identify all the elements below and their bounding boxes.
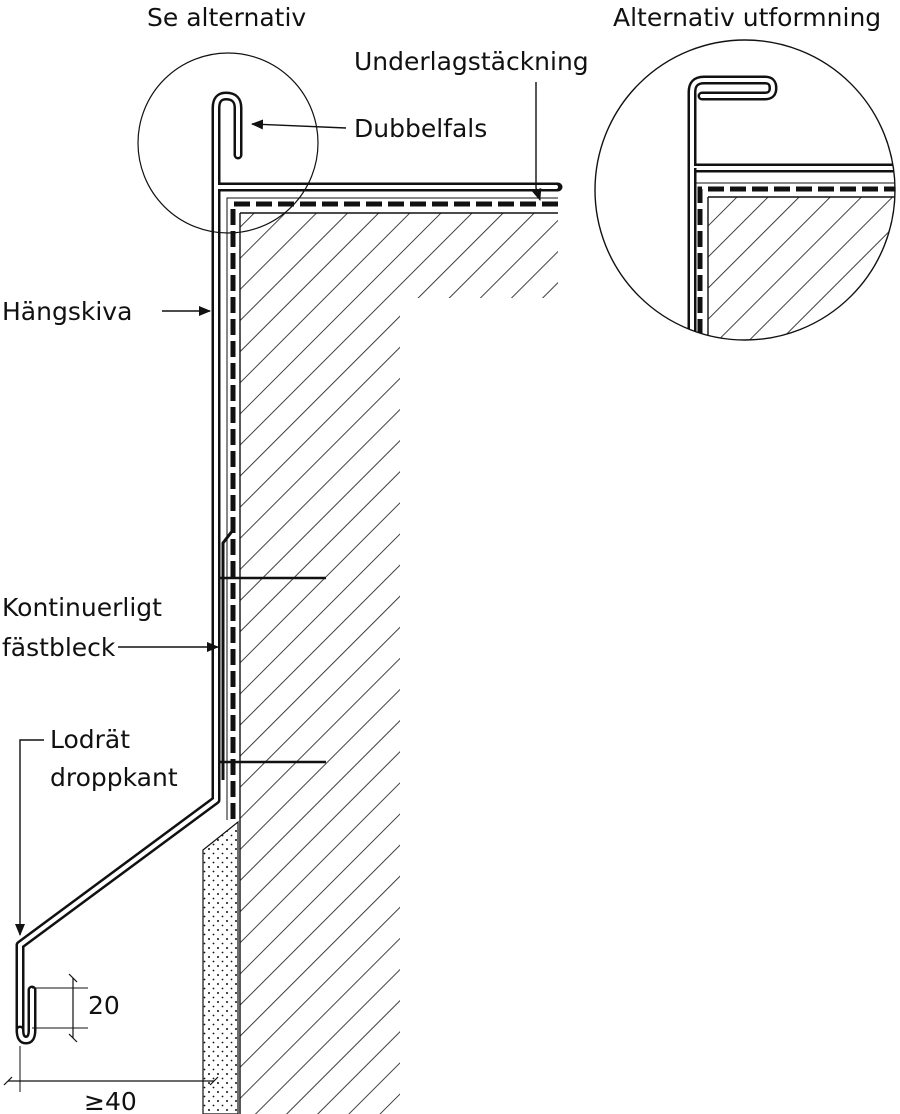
dimension-20 [32,973,88,1043]
wall-hatch [240,213,558,1114]
label-double-seam: Dubbelfals [354,114,487,143]
label-see-alternative: Se alternativ [147,3,306,32]
dubbelfals-leader [251,119,347,130]
label-continuous-clip-1: Kontinuerligt [2,593,162,622]
continuous-clip [221,529,235,780]
underlay-leader [531,82,542,201]
label-vertical-drip-2: droppkant [50,763,178,792]
fascia-sheet [15,91,563,1045]
label-underlay-covering: Underlagstäckning [354,47,589,76]
render-strip [202,820,239,1114]
label-dimension-20: 20 [88,991,120,1020]
underlay-inner-line [226,197,558,820]
underlay-line [230,201,558,820]
label-alternative-design: Alternativ utformning [613,3,881,32]
dimension-40 [3,1046,219,1092]
label-continuous-clip-2: fästbleck [2,633,116,662]
alternative-detail-circle [594,39,896,341]
alternative-detail [594,39,896,341]
label-vertical-drip-1: Lodrät [50,725,130,754]
label-dimension-40: ≥40 [84,1087,137,1114]
drip-leader [15,739,44,936]
detail-callout-circle [137,52,319,234]
label-fascia: Hängskiva [2,297,132,326]
